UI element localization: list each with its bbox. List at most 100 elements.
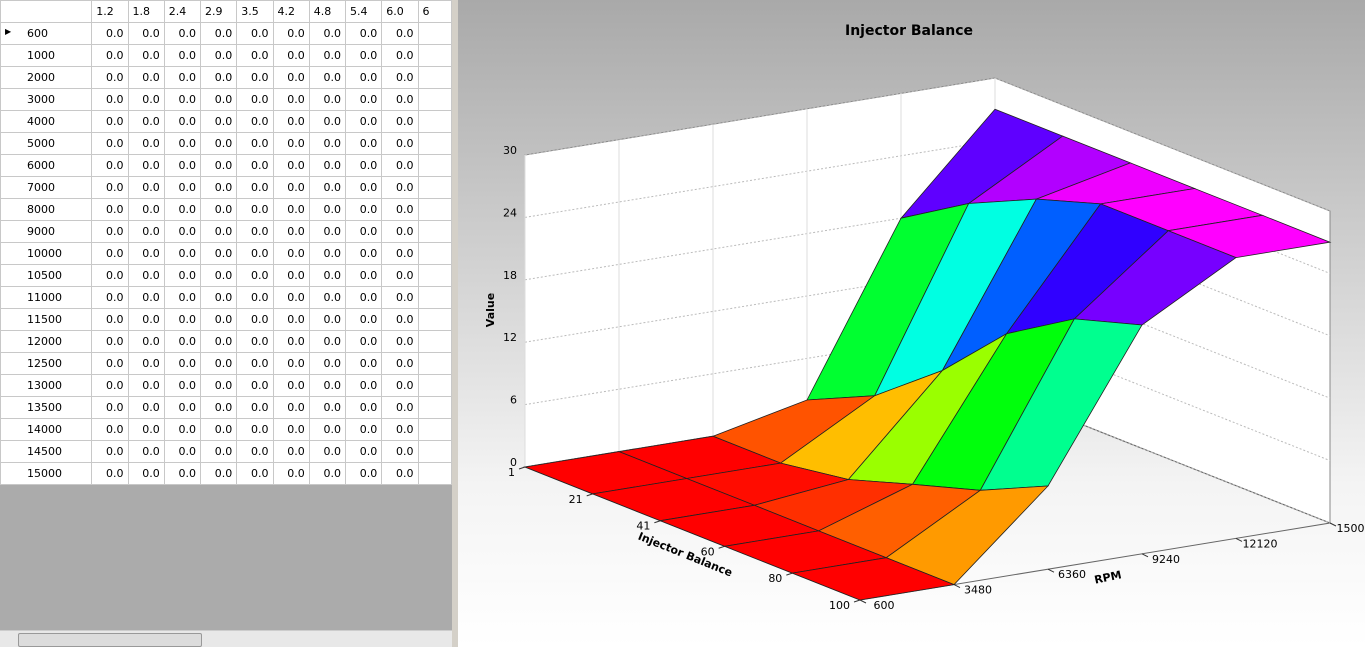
grid-cell[interactable]: 0.0 [91, 198, 129, 221]
grid-cell[interactable]: 0.0 [91, 396, 129, 419]
grid-cell[interactable]: 0.0 [345, 308, 383, 331]
grid-cell[interactable]: 0.0 [308, 264, 347, 287]
grid-cell[interactable]: 0.0 [163, 22, 202, 45]
grid-cell[interactable]: 0.0 [381, 440, 419, 463]
grid-cell[interactable]: 0.0 [163, 264, 202, 287]
grid-cell[interactable]: 0.0 [236, 308, 274, 331]
grid-cell[interactable]: 0.0 [308, 374, 347, 397]
grid-cell[interactable]: 0.0 [381, 154, 419, 177]
grid-cell[interactable]: 0.0 [127, 132, 165, 155]
grid-cell[interactable]: 0.0 [345, 440, 383, 463]
grid-cell[interactable]: 0.0 [345, 66, 383, 89]
grid-cell[interactable]: 0.0 [200, 462, 238, 485]
grid-cell[interactable]: 0.0 [127, 264, 165, 287]
grid-cell[interactable]: 0.0 [163, 220, 202, 243]
grid-cell[interactable]: 0.0 [272, 132, 310, 155]
grid-cell[interactable]: 0.0 [308, 330, 347, 353]
grid-cell[interactable]: 0.0 [236, 44, 274, 67]
grid-cell[interactable]: 0.0 [345, 132, 383, 155]
scroll-thumb[interactable] [18, 633, 202, 647]
grid-cell[interactable]: 0.0 [272, 154, 310, 177]
grid-cell[interactable]: 0.0 [163, 286, 202, 309]
grid-cell[interactable]: 0.0 [127, 352, 165, 375]
grid-cell[interactable]: 0.0 [272, 22, 310, 45]
grid-cell[interactable]: 0.0 [163, 396, 202, 419]
grid-cell[interactable]: 0.0 [272, 220, 310, 243]
grid-cell[interactable]: 0.0 [345, 462, 383, 485]
grid-cell[interactable]: 0.0 [200, 264, 238, 287]
grid-cell[interactable]: 0.0 [345, 330, 383, 353]
grid-cell[interactable]: 0.0 [91, 440, 129, 463]
grid-cell[interactable]: 0.0 [91, 22, 129, 45]
grid-cell[interactable]: 0.0 [91, 44, 129, 67]
grid-cell[interactable]: 0.0 [163, 66, 202, 89]
grid-cell[interactable]: 0.0 [127, 440, 165, 463]
grid-cell[interactable]: 0.0 [163, 352, 202, 375]
grid-cell[interactable]: 0.0 [345, 198, 383, 221]
grid-cell[interactable]: 0.0 [127, 396, 165, 419]
grid-cell[interactable]: 0.0 [127, 418, 165, 441]
grid-cell[interactable]: 0.0 [127, 198, 165, 221]
grid-cell[interactable]: 0.0 [91, 132, 129, 155]
grid-cell[interactable]: 0.0 [127, 330, 165, 353]
grid-cell[interactable]: 0.0 [91, 220, 129, 243]
grid-cell[interactable]: 0.0 [381, 198, 419, 221]
grid-cell[interactable]: 0.0 [272, 308, 310, 331]
grid-cell[interactable]: 0.0 [345, 22, 383, 45]
grid-cell[interactable]: 0.0 [236, 198, 274, 221]
grid-cell[interactable]: 0.0 [236, 22, 274, 45]
splitter[interactable] [452, 0, 458, 647]
grid-cell[interactable]: 0.0 [163, 154, 202, 177]
grid-cell[interactable]: 0.0 [308, 110, 347, 133]
grid-cell[interactable]: 0.0 [200, 198, 238, 221]
grid-cell[interactable]: 0.0 [345, 264, 383, 287]
grid-cell[interactable]: 0.0 [272, 176, 310, 199]
grid-cell[interactable]: 0.0 [308, 154, 347, 177]
grid-cell[interactable]: 0.0 [200, 154, 238, 177]
grid-cell[interactable]: 0.0 [381, 264, 419, 287]
grid-cell[interactable]: 0.0 [127, 462, 165, 485]
grid-cell[interactable]: 0.0 [236, 110, 274, 133]
grid-cell[interactable]: 0.0 [308, 242, 347, 265]
grid-cell[interactable]: 0.0 [91, 154, 129, 177]
grid-cell[interactable]: 0.0 [345, 220, 383, 243]
grid-cell[interactable]: 0.0 [272, 440, 310, 463]
grid-cell[interactable]: 0.0 [272, 374, 310, 397]
grid-cell[interactable]: 0.0 [127, 220, 165, 243]
grid-cell[interactable]: 0.0 [200, 242, 238, 265]
grid-cell[interactable]: 0.0 [236, 154, 274, 177]
grid-cell[interactable]: 0.0 [236, 352, 274, 375]
grid-cell[interactable]: 0.0 [381, 176, 419, 199]
grid-cell[interactable]: 0.0 [308, 198, 347, 221]
grid-cell[interactable]: 0.0 [200, 176, 238, 199]
grid-cell[interactable]: 0.0 [272, 418, 310, 441]
grid-cell[interactable]: 0.0 [127, 88, 165, 111]
grid-cell[interactable]: 0.0 [236, 132, 274, 155]
grid-cell[interactable]: 0.0 [381, 418, 419, 441]
grid-cell[interactable]: 0.0 [91, 66, 129, 89]
grid-cell[interactable]: 0.0 [163, 110, 202, 133]
grid-cell[interactable]: 0.0 [308, 44, 347, 67]
grid-cell[interactable]: 0.0 [236, 66, 274, 89]
grid-cell[interactable]: 0.0 [381, 44, 419, 67]
grid-cell[interactable]: 0.0 [236, 418, 274, 441]
grid-cell[interactable]: 0.0 [163, 418, 202, 441]
grid-cell[interactable]: 0.0 [200, 220, 238, 243]
grid-cell[interactable]: 0.0 [272, 396, 310, 419]
grid-cell[interactable]: 0.0 [381, 132, 419, 155]
grid-cell[interactable]: 0.0 [91, 264, 129, 287]
grid-cell[interactable]: 0.0 [163, 88, 202, 111]
grid-cell[interactable]: 0.0 [236, 374, 274, 397]
grid-cell[interactable]: 0.0 [308, 132, 347, 155]
grid-cell[interactable]: 0.0 [127, 286, 165, 309]
grid-cell[interactable]: 0.0 [308, 22, 347, 45]
grid-cell[interactable]: 0.0 [381, 330, 419, 353]
grid-cell[interactable]: 0.0 [381, 374, 419, 397]
grid-cell[interactable]: 0.0 [127, 308, 165, 331]
grid-cell[interactable]: 0.0 [381, 462, 419, 485]
grid-cell[interactable]: 0.0 [381, 88, 419, 111]
grid-cell[interactable]: 0.0 [163, 242, 202, 265]
grid-cell[interactable]: 0.0 [381, 286, 419, 309]
grid-cell[interactable]: 0.0 [236, 396, 274, 419]
grid-cell[interactable]: 0.0 [236, 330, 274, 353]
